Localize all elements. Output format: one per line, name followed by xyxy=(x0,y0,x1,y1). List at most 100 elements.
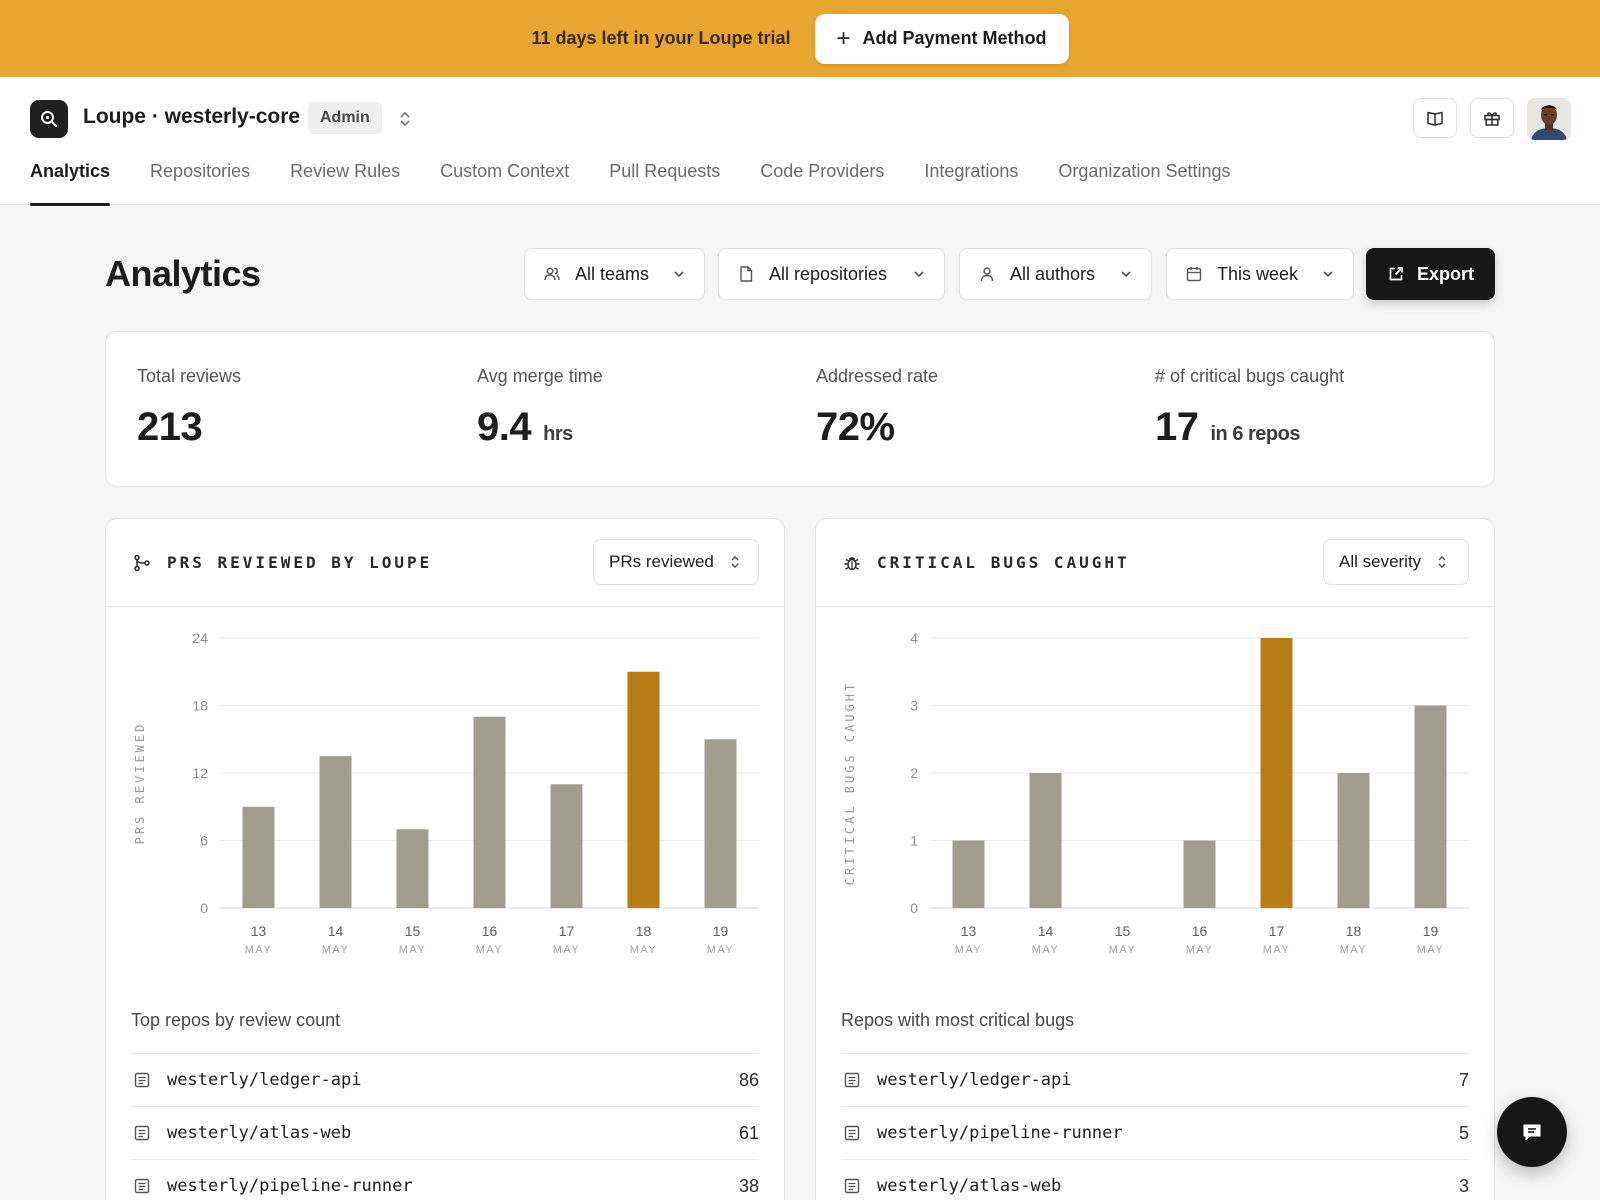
calendar-icon xyxy=(1186,267,1202,282)
page-title: Analytics xyxy=(105,253,261,294)
teams-filter[interactable]: All teams xyxy=(524,248,705,300)
y-tick-label: 0 xyxy=(200,900,208,916)
repositories-filter[interactable]: All repositories xyxy=(718,248,945,300)
app-header: Loupe · westerly-core Admin xyxy=(0,77,1600,206)
y-axis-label: PRS REVIEWED xyxy=(133,722,147,845)
list-title: Repos with most critical bugs xyxy=(841,1010,1075,1030)
repo-count: 86 xyxy=(738,1069,759,1090)
x-tick-month: MAY xyxy=(1263,944,1291,956)
stat-value: 9.4 xyxy=(477,405,532,449)
bar[interactable] xyxy=(1183,840,1216,909)
trial-text: 11 days left in your Loupe trial xyxy=(531,28,791,48)
bar[interactable] xyxy=(242,806,275,908)
x-tick-label: 19 xyxy=(713,923,729,939)
book-icon xyxy=(1427,111,1443,126)
tab-analytics[interactable]: Analytics xyxy=(30,157,111,206)
add-payment-button[interactable]: + Add Payment Method xyxy=(814,13,1069,64)
prs-metric-select[interactable]: PRs reviewed xyxy=(593,539,759,585)
x-tick-label: 18 xyxy=(1346,923,1362,939)
role-badge: Admin xyxy=(308,102,382,134)
prs-reviewed-card: PRS REVIEWED BY LOUPE PRs reviewed 0 6 12 1… xyxy=(105,518,785,1200)
repo-icon xyxy=(134,1125,150,1141)
x-tick-label: 13 xyxy=(251,923,267,939)
critical-bugs-chart: 0 1 2 3 4 CRITICAL BUGS CAUGHT 13 MAY 14 MAY 15 MAY… xyxy=(843,630,1469,956)
repo-name: westerly/atlas-web xyxy=(167,1123,352,1143)
tab-organization-settings[interactable]: Organization Settings xyxy=(1058,161,1231,181)
x-tick-month: MAY xyxy=(322,944,350,956)
repo-count: 61 xyxy=(738,1122,759,1143)
y-tick-label: 4 xyxy=(910,630,918,646)
chevron-down-icon xyxy=(1121,271,1131,278)
x-tick-month: MAY xyxy=(245,944,273,956)
tab-custom-context[interactable]: Custom Context xyxy=(440,161,570,181)
y-axis-label: CRITICAL BUGS CAUGHT xyxy=(843,681,857,886)
list-item[interactable]: westerly/atlas-web 3 xyxy=(841,1159,1469,1200)
x-tick-label: 14 xyxy=(1038,923,1054,939)
tab-code-providers[interactable]: Code Providers xyxy=(760,161,885,181)
x-tick-label: 17 xyxy=(559,923,575,939)
y-tick-label: 1 xyxy=(910,833,918,849)
x-tick-month: MAY xyxy=(630,944,658,956)
stat-critical-bugs: # of critical bugs caught 17 in 6 repos xyxy=(1155,366,1344,450)
org-switcher[interactable] xyxy=(396,108,414,130)
bar[interactable] xyxy=(1260,638,1293,908)
bar[interactable] xyxy=(952,840,985,909)
bar[interactable] xyxy=(627,671,660,908)
bug-icon xyxy=(844,557,860,571)
repo-icon xyxy=(844,1125,860,1141)
tab-repositories[interactable]: Repositories xyxy=(150,161,251,181)
x-tick-month: MAY xyxy=(1032,944,1060,956)
y-tick-label: 0 xyxy=(910,900,918,916)
authors-filter-label: All authors xyxy=(1010,263,1096,284)
y-tick-label: 2 xyxy=(910,765,918,781)
bar[interactable] xyxy=(1337,773,1370,908)
docs-button[interactable] xyxy=(1413,98,1457,138)
period-filter[interactable]: This week xyxy=(1166,248,1354,300)
plus-icon: + xyxy=(836,24,851,52)
select-value: PRs reviewed xyxy=(609,552,714,571)
chevron-down-icon xyxy=(674,271,684,278)
stat-label: Avg merge time xyxy=(477,366,603,386)
export-label: Export xyxy=(1416,263,1474,284)
loupe-logo[interactable] xyxy=(30,100,68,138)
x-tick-month: MAY xyxy=(399,944,427,956)
top-repos-list: westerly/ledger-api 86 westerly/atlas-we… xyxy=(131,1053,759,1200)
file-icon xyxy=(740,266,753,282)
severity-select[interactable]: All severity xyxy=(1323,539,1469,585)
select-value: All severity xyxy=(1339,552,1422,571)
bar[interactable] xyxy=(473,716,506,908)
list-item[interactable]: westerly/ledger-api 86 xyxy=(131,1053,759,1106)
list-item[interactable]: westerly/atlas-web 61 xyxy=(131,1106,759,1159)
repo-name: westerly/pipeline-runner xyxy=(877,1123,1123,1143)
trial-banner: 11 days left in your Loupe trial + Add P… xyxy=(0,0,1600,77)
stat-value: 17 xyxy=(1155,405,1199,449)
chevron-up-down-icon xyxy=(400,111,410,127)
chevron-down-icon xyxy=(1323,271,1333,278)
y-tick-label: 18 xyxy=(192,698,208,714)
y-tick-label: 3 xyxy=(910,698,918,714)
x-tick-label: 15 xyxy=(1115,923,1131,939)
tab-integrations[interactable]: Integrations xyxy=(924,161,1019,181)
chat-button[interactable] xyxy=(1497,1097,1567,1167)
gift-icon xyxy=(1484,112,1500,126)
authors-filter[interactable]: All authors xyxy=(959,248,1152,300)
bar[interactable] xyxy=(1029,773,1062,908)
bar[interactable] xyxy=(319,756,352,908)
bar[interactable] xyxy=(1414,705,1447,909)
stat-label: Total reviews xyxy=(137,366,242,386)
stat-label: Addressed rate xyxy=(816,366,939,386)
gift-button[interactable] xyxy=(1470,98,1514,138)
tab-review-rules[interactable]: Review Rules xyxy=(290,161,401,181)
x-tick-month: MAY xyxy=(553,944,581,956)
user-avatar[interactable] xyxy=(1527,98,1571,140)
list-item[interactable]: westerly/pipeline-runner 5 xyxy=(841,1106,1469,1159)
list-item[interactable]: westerly/pipeline-runner 38 xyxy=(131,1159,759,1200)
tab-pull-requests[interactable]: Pull Requests xyxy=(609,161,721,181)
repo-count: 3 xyxy=(1458,1175,1469,1196)
bar[interactable] xyxy=(550,784,583,908)
list-item[interactable]: westerly/ledger-api 7 xyxy=(841,1053,1469,1106)
repo-name: westerly/pipeline-runner xyxy=(167,1176,413,1196)
bar[interactable] xyxy=(704,739,737,908)
bar[interactable] xyxy=(396,829,429,908)
export-button[interactable]: Export xyxy=(1366,248,1495,300)
